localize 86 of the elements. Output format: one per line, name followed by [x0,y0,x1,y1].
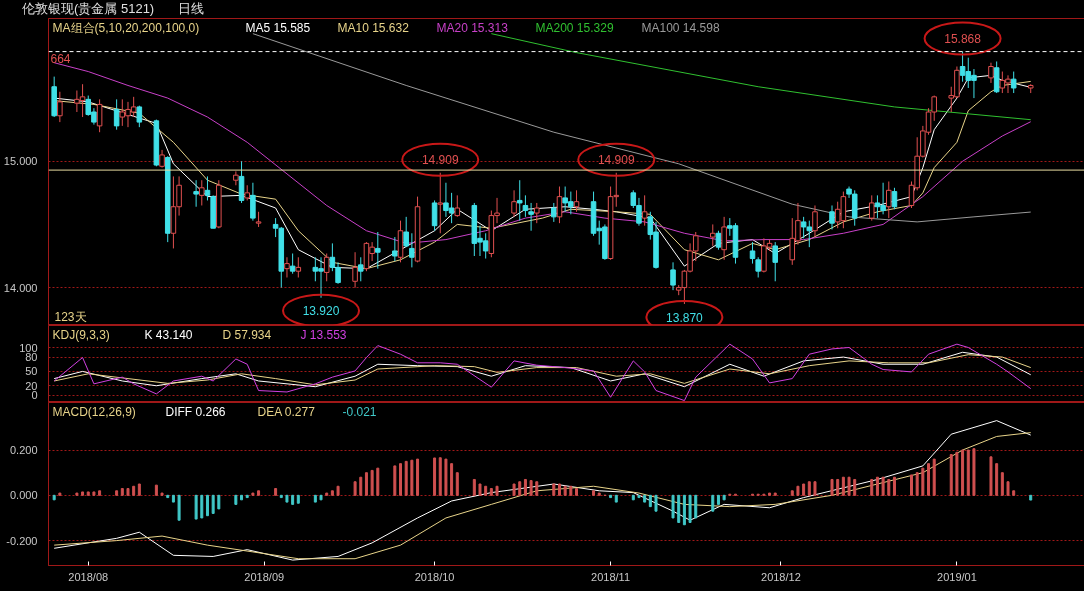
candlestick [812,204,818,238]
candlestick [573,189,580,213]
candlestick [534,202,540,224]
candlestick [891,187,898,210]
text: J 13.553 [300,327,347,342]
candlestick [715,230,722,251]
legend-title: MA组合(5,10,20,200,100,0) [52,20,200,35]
text: MA20 15.313 [436,20,509,35]
x-tick-label: 2019/01 [937,570,977,583]
candlestick [199,179,205,206]
legend-title: MACD(12,26,9) [52,404,136,419]
annotation: 15.868 [944,32,982,47]
candlestick [250,182,256,222]
candlestick [868,194,875,222]
annotation: 14.909 [421,153,459,168]
line-series [53,343,1032,402]
text: DEA 0.277 [257,404,316,419]
candlestick [193,179,199,208]
candlestick [289,252,296,275]
candlestick [755,256,761,278]
y-tick-label: 14.000 [3,281,38,294]
candlestick [392,236,398,262]
annotation: 123天 [54,309,87,324]
candlestick [375,231,381,270]
candlestick [556,186,563,224]
x-tick-label: 2018/08 [68,570,109,583]
candlestick [522,194,529,218]
text: MA100 14.598 [641,20,720,35]
candlestick [358,256,364,282]
y-tick-label: 0 [31,389,38,402]
legend-title: KDJ(9,3,3) [52,327,110,342]
candlestick [403,216,409,248]
y-tick-label: 15.000 [3,155,38,168]
text: D 57.934 [222,327,272,342]
x-tick-label: 2018/12 [761,570,801,583]
candlestick [57,91,63,123]
candlestick [431,199,438,232]
candlestick [670,261,676,291]
text: -0.021 [342,405,377,419]
candlestick [284,256,290,278]
y-tick-label: 100 [19,341,38,354]
candlestick [516,179,523,222]
chart-subtitle: 日线 [178,1,205,16]
candlestick [437,172,444,234]
line-series [490,33,1032,121]
y-tick-label: -0.200 [6,534,38,547]
candlestick [96,98,103,133]
text: DIFF 0.266 [165,404,226,419]
candlestick [1010,71,1017,94]
line-series [252,33,1032,223]
candlestick [886,180,892,219]
candlestick [409,232,415,268]
annotation: 664 [50,52,71,66]
series-label: MA200 15.329 [535,20,614,35]
chart-title: 伦敦银现(贵金属 5121) [22,1,155,16]
candlestick [772,241,778,282]
candlestick [511,189,517,218]
candlestick [749,241,756,265]
text: K 43.140 [144,327,193,342]
y-tick-label: 20 [25,379,38,392]
candlestick [204,175,211,201]
candlestick [528,202,534,232]
annotation: 14.909 [597,153,635,168]
candlestick [641,194,648,227]
candlestick [113,98,120,131]
y-tick-label: 50 [25,365,38,378]
candlestick [710,223,716,247]
candlestick [352,251,358,289]
text: MA5 15.585 [245,20,311,35]
annotation: 13.920 [302,304,340,319]
y-tick-label: 80 [25,351,38,364]
candlestick [988,62,994,84]
y-tick-label: 0.200 [9,444,38,457]
candlestick [454,194,461,218]
candlestick [295,256,302,278]
candlestick [323,252,330,282]
candlestick [233,170,239,186]
annotation: 13.870 [666,310,704,325]
candlestick [829,204,835,230]
x-tick-label: 2018/11 [591,570,631,583]
y-tick-label: 0.000 [9,489,38,502]
text: MA10 15.632 [337,20,410,35]
candlestick [551,202,557,223]
x-tick-label: 2018/10 [414,570,455,583]
candlestick [721,216,727,261]
x-tick-label: 2018/09 [244,570,285,583]
